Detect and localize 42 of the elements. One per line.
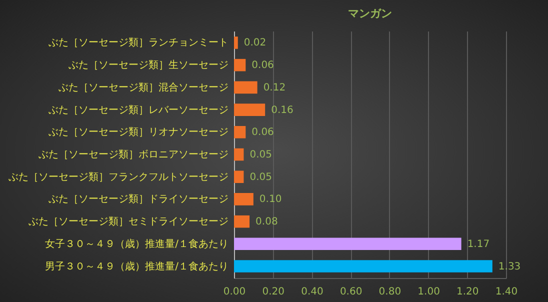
data-label: 0.06 xyxy=(252,60,274,72)
y-tick-label: ぶた［ソーセージ類］レバーソーセージ xyxy=(48,104,228,116)
data-label: 0.06 xyxy=(252,127,274,138)
y-tick-label: 男子３０～４９（歳）推進量/１食あたり xyxy=(45,260,228,272)
data-label: 0.12 xyxy=(263,82,286,94)
x-tick-label: 0.60 xyxy=(340,286,362,298)
x-tick-label: 1.40 xyxy=(495,286,518,298)
data-label: 0.16 xyxy=(271,104,294,116)
y-tick-label: ぶた［ソーセージ類］セミドライソーセージ xyxy=(28,216,228,228)
y-tick-label: ぶた［ソーセージ類］フランクフルトソーセージ xyxy=(8,170,228,183)
data-label: 0.08 xyxy=(256,216,278,228)
bar xyxy=(234,215,250,228)
data-label: 0.05 xyxy=(250,150,272,160)
x-tick-label: 0.40 xyxy=(301,286,324,298)
y-tick-label: ぶた［ソーセージ類］生ソーセージ xyxy=(68,59,228,72)
bar xyxy=(234,58,246,72)
bar xyxy=(234,193,254,206)
bar xyxy=(234,126,246,138)
y-tick-label: ぶた［ソーセージ類］リオナソーセージ xyxy=(48,126,228,138)
bar xyxy=(234,36,238,49)
bar xyxy=(234,170,244,183)
y-tick-label: ぶた［ソーセージ類］混合ソーセージ xyxy=(58,81,228,94)
bar xyxy=(234,238,462,250)
data-label: 1.17 xyxy=(467,238,490,250)
y-tick-label: ぶた［ソーセージ類］ドライソーセージ xyxy=(48,193,228,206)
y-tick-label: ぶた［ソーセージ類］ボロニアソーセージ xyxy=(38,148,228,160)
data-label: 0.02 xyxy=(244,38,266,49)
x-tick-label: 0.20 xyxy=(262,286,284,298)
data-label: 0.05 xyxy=(250,172,272,183)
y-tick-label: ぶた［ソーセージ類］ランチョンミート xyxy=(48,36,228,49)
x-tick-label: 0.00 xyxy=(223,286,246,298)
bar xyxy=(234,81,258,94)
y-tick-label: 女子３０～４９（歳）推進量/１食あたり xyxy=(45,238,228,250)
chart-title: マンガン xyxy=(348,7,392,20)
bar xyxy=(234,148,244,161)
x-tick-label: 0.80 xyxy=(378,286,402,298)
x-tick-label: 1.00 xyxy=(418,286,440,298)
x-tick-label: 1.20 xyxy=(456,286,479,298)
data-label: 1.33 xyxy=(498,261,521,272)
bar xyxy=(234,260,492,272)
data-label: 0.10 xyxy=(259,194,282,206)
bar xyxy=(234,104,266,116)
